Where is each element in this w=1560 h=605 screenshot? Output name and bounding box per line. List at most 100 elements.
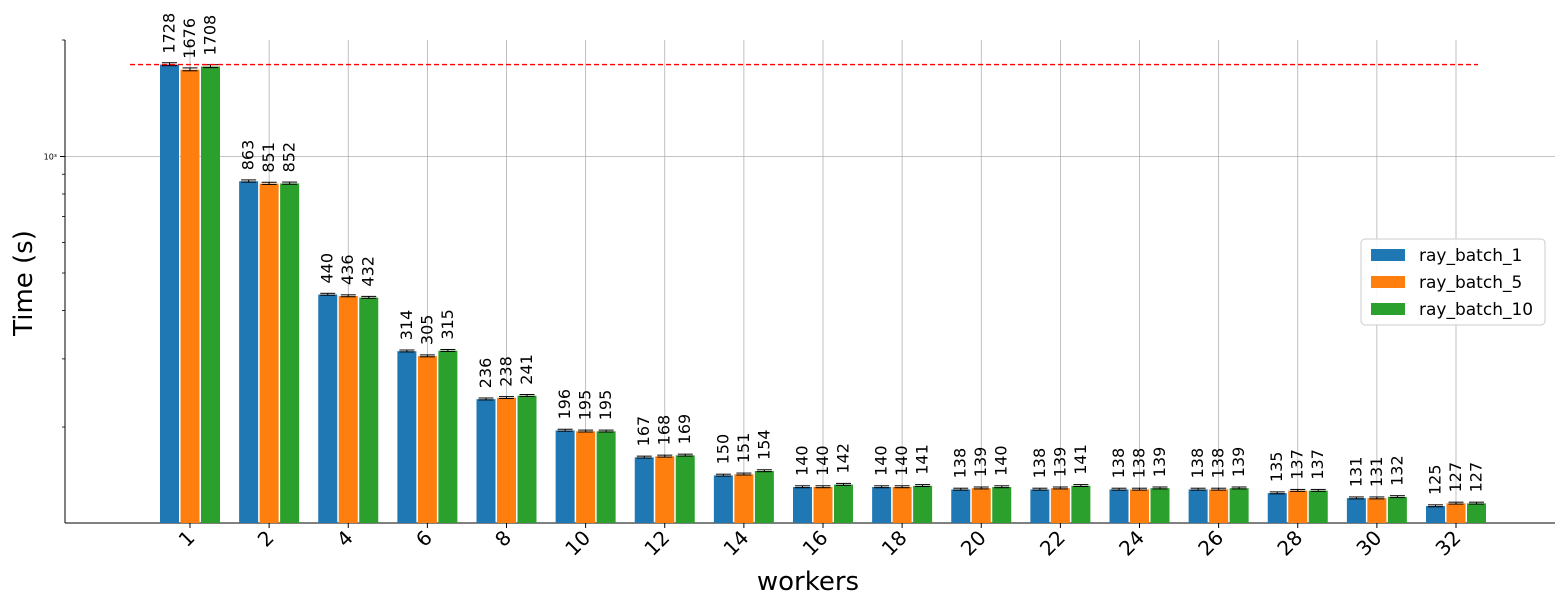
x-tick-label-28: 28 (1272, 526, 1307, 561)
data-label-ray_batch_1-6: 314 (397, 310, 416, 341)
data-label-ray_batch_1-26: 138 (1188, 448, 1207, 479)
bar-ray_batch_5-32 (1446, 503, 1466, 523)
bar-ray_batch_1-12 (634, 457, 654, 523)
bar-ray_batch_10-16 (834, 484, 853, 523)
bar-ray_batch_10-24 (1150, 488, 1170, 523)
bar-ray_batch_1-20 (951, 489, 971, 523)
data-label-ray_batch_10-20: 140 (992, 445, 1011, 476)
data-label-ray_batch_1-28: 135 (1267, 452, 1286, 483)
bar-ray_batch_5-4 (338, 296, 358, 523)
data-label-ray_batch_5-8: 238 (497, 356, 516, 387)
y-axis-title: Time (s) (9, 230, 39, 337)
x-tick-label-16: 16 (798, 526, 833, 561)
data-label-ray_batch_5-2: 851 (259, 142, 278, 173)
data-label-ray_batch_10-2: 852 (280, 142, 299, 173)
x-tick-label-2: 2 (253, 526, 279, 552)
legend-label-ray_batch_1: ray_batch_1 (1419, 246, 1522, 266)
data-label-ray_batch_1-16: 140 (793, 445, 812, 476)
data-label-ray_batch_1-2: 863 (239, 140, 258, 171)
x-tick-label-6: 6 (411, 526, 437, 552)
bar-ray_batch_1-2 (239, 181, 259, 523)
data-label-ray_batch_5-28: 137 (1288, 449, 1307, 480)
bar-ray_batch_1-10 (555, 430, 575, 523)
bar-ray_batch_10-6 (438, 350, 458, 523)
y-tick-labels: 10³ (44, 153, 57, 162)
data-label-ray_batch_5-12: 168 (655, 415, 674, 446)
bar-ray_batch_1-14 (713, 475, 733, 523)
data-label-ray_batch_5-6: 305 (417, 315, 436, 346)
bar-ray_batch_1-28 (1267, 493, 1287, 523)
x-tick-label-14: 14 (718, 526, 753, 561)
x-tick-label-4: 4 (332, 526, 358, 552)
bar-ray_batch_1-18 (872, 486, 892, 523)
data-label-ray_batch_5-26: 138 (1209, 448, 1228, 479)
bar-ray_batch_1-22 (1030, 489, 1050, 523)
bar-ray_batch_5-2 (259, 183, 279, 523)
x-tick-label-30: 30 (1351, 526, 1386, 561)
data-label-ray_batch_1-14: 150 (713, 434, 732, 465)
y-tick-label: 10³ (44, 153, 57, 162)
x-tick-label-20: 20 (956, 526, 991, 561)
data-label-ray_batch_1-1: 1728 (160, 13, 179, 54)
x-tick-labels: 1 2 4 6 8 10 12 14 16 18 20 22 24 26 28 30 32 (174, 526, 1466, 561)
bar-ray_batch_5-24 (1130, 489, 1149, 523)
bar-ray_batch_10-10 (596, 431, 616, 523)
bar-ray_batch_1-32 (1426, 506, 1445, 523)
data-label-ray_batch_10-10: 195 (596, 390, 615, 421)
x-tick-label-10: 10 (560, 526, 595, 561)
data-label-ray_batch_1-20: 138 (951, 448, 970, 479)
bar-ray_batch_5-14 (734, 474, 754, 523)
x-tick-label-8: 8 (490, 526, 516, 552)
data-label-ray_batch_10-28: 137 (1308, 449, 1327, 480)
bar-ray_batch_1-8 (476, 399, 496, 523)
legend-swatch-ray_batch_10 (1371, 303, 1405, 315)
bar-ray_batch_5-1 (180, 69, 200, 524)
data-label-ray_batch_1-32: 125 (1426, 464, 1445, 495)
data-label-ray_batch_10-1: 1708 (201, 15, 220, 56)
data-label-ray_batch_10-24: 139 (1150, 447, 1169, 478)
data-label-ray_batch_5-32: 127 (1446, 462, 1465, 493)
data-label-ray_batch_1-12: 167 (634, 416, 653, 447)
x-tick-label-22: 22 (1035, 526, 1070, 561)
bar-ray_batch_5-20 (971, 488, 991, 523)
data-label-ray_batch_5-16: 140 (813, 445, 832, 476)
legend-swatch-ray_batch_1 (1371, 249, 1405, 261)
bar-ray_batch_10-30 (1387, 496, 1407, 523)
data-label-ray_batch_1-4: 440 (318, 253, 337, 284)
bar-ray_batch_10-26 (1229, 488, 1249, 523)
data-label-ray_batch_5-14: 151 (734, 433, 753, 464)
bar-ray_batch_10-2 (280, 183, 300, 523)
bar-ray_batch_10-4 (359, 297, 379, 523)
data-label-ray_batch_10-26: 139 (1229, 447, 1248, 478)
data-label-ray_batch_10-12: 169 (675, 414, 694, 445)
bar-ray_batch_10-12 (675, 455, 695, 523)
bar-ray_batch_1-6 (397, 351, 417, 523)
data-label-ray_batch_10-32: 127 (1467, 462, 1486, 493)
bar-ray_batch_5-16 (813, 486, 833, 523)
bar-ray_batch_5-30 (1367, 498, 1387, 523)
bar-ray_batch_5-22 (1050, 488, 1070, 523)
data-label-ray_batch_5-20: 139 (971, 447, 990, 478)
data-label-ray_batch_1-24: 138 (1109, 448, 1128, 479)
data-label-ray_batch_10-4: 432 (359, 256, 378, 287)
bar-ray_batch_5-26 (1209, 489, 1229, 523)
bar-ray_batch_5-28 (1288, 490, 1308, 523)
data-label-ray_batch_5-10: 195 (576, 390, 595, 421)
bar-ray_batch_10-14 (754, 470, 774, 523)
data-label-ray_batch_10-22: 141 (1071, 444, 1090, 475)
bar-ray_batch_5-10 (576, 431, 596, 523)
data-label-ray_batch_10-16: 142 (834, 443, 853, 474)
x-axis-title: workers (757, 567, 859, 597)
bar-ray_batch_5-18 (892, 486, 912, 523)
data-label-ray_batch_5-18: 140 (892, 445, 911, 476)
legend-box (1360, 238, 1546, 326)
data-label-ray_batch_10-30: 132 (1387, 455, 1406, 486)
bars (160, 62, 1486, 524)
bar-ray_batch_1-26 (1188, 489, 1208, 523)
bar-ray_batch_10-32 (1467, 503, 1486, 523)
data-label-ray_batch_1-30: 131 (1346, 457, 1365, 488)
bar-ray_batch_1-24 (1109, 489, 1129, 523)
bar-ray_batch_10-22 (1071, 485, 1091, 523)
data-label-ray_batch_10-14: 154 (754, 429, 773, 460)
